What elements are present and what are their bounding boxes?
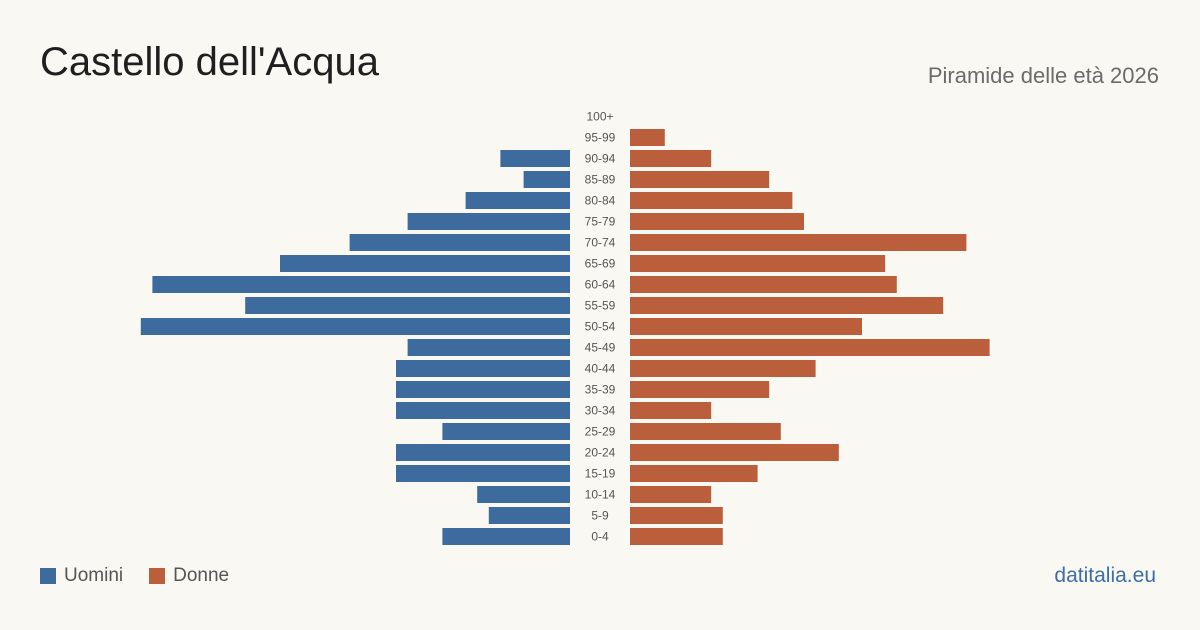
bar-men-0-4 <box>442 528 570 545</box>
bar-men-75-79 <box>407 213 570 230</box>
bar-women-55-59 <box>630 297 944 314</box>
bar-men-35-39 <box>396 381 570 398</box>
age-label-20-24: 20-24 <box>585 446 616 460</box>
bar-women-30-34 <box>630 402 712 419</box>
age-label-70-74: 70-74 <box>585 236 616 250</box>
bar-women-90-94 <box>630 150 712 167</box>
bar-women-40-44 <box>630 360 816 377</box>
bar-women-50-54 <box>630 318 862 335</box>
bar-women-95-99 <box>630 129 665 146</box>
bar-men-55-59 <box>245 297 570 314</box>
bar-men-70-74 <box>349 234 570 251</box>
bar-men-80-84 <box>465 192 570 209</box>
chart-title: Castello dell'Acqua <box>40 40 379 84</box>
bar-men-50-54 <box>140 318 571 335</box>
age-label-85-89: 85-89 <box>585 173 616 187</box>
bar-men-85-89 <box>523 171 570 188</box>
bar-men-25-29 <box>442 423 570 440</box>
legend-swatch-men <box>40 568 56 584</box>
age-label-90-94: 90-94 <box>585 152 616 166</box>
age-label-40-44: 40-44 <box>585 362 616 376</box>
age-label-35-39: 35-39 <box>585 383 616 397</box>
bar-women-45-49 <box>630 339 990 356</box>
age-label-75-79: 75-79 <box>585 215 616 229</box>
chart-subtitle: Piramide delle età 2026 <box>927 63 1159 88</box>
age-label-25-29: 25-29 <box>585 425 616 439</box>
bar-women-75-79 <box>630 213 804 230</box>
age-label-15-19: 15-19 <box>585 467 616 481</box>
age-label-0-4: 0-4 <box>591 530 609 544</box>
legend-item-women: Donne <box>149 565 229 587</box>
legend-label-men: Uomini <box>64 565 124 586</box>
legend-label-women: Donne <box>173 565 230 586</box>
source-link[interactable]: datitalia.eu <box>1054 564 1156 587</box>
legend-swatch-women <box>149 568 166 584</box>
bar-men-45-49 <box>407 339 570 356</box>
age-label-45-49: 45-49 <box>585 341 616 355</box>
legend-item-men: Uomini <box>40 565 123 587</box>
bar-women-25-29 <box>630 423 781 440</box>
bar-women-85-89 <box>630 171 770 188</box>
age-label-10-14: 10-14 <box>585 488 616 502</box>
age-label-80-84: 80-84 <box>585 194 616 208</box>
bar-women-70-74 <box>630 234 967 251</box>
bar-men-65-69 <box>280 255 570 272</box>
bar-men-5-9 <box>488 507 570 524</box>
bar-men-10-14 <box>477 486 570 503</box>
age-label-55-59: 55-59 <box>585 299 616 313</box>
age-label-60-64: 60-64 <box>585 278 616 292</box>
bar-women-80-84 <box>630 192 793 209</box>
age-label-50-54: 50-54 <box>585 320 616 334</box>
bar-women-65-69 <box>630 255 886 272</box>
bar-men-15-19 <box>396 465 570 482</box>
bar-women-5-9 <box>630 507 723 524</box>
bar-men-90-94 <box>500 150 570 167</box>
bar-men-40-44 <box>396 360 570 377</box>
age-label-30-34: 30-34 <box>585 404 616 418</box>
age-label-100+: 100+ <box>586 110 613 124</box>
bar-women-35-39 <box>630 381 770 398</box>
bar-women-20-24 <box>630 444 839 461</box>
bar-women-0-4 <box>630 528 723 545</box>
bar-men-60-64 <box>152 276 570 293</box>
age-label-65-69: 65-69 <box>585 257 616 271</box>
age-label-95-99: 95-99 <box>585 131 616 145</box>
age-label-5-9: 5-9 <box>591 509 609 523</box>
chart-legend: Uomini Donne <box>40 565 255 587</box>
bar-women-60-64 <box>630 276 897 293</box>
bar-men-20-24 <box>396 444 570 461</box>
bar-women-15-19 <box>630 465 758 482</box>
bar-women-10-14 <box>630 486 712 503</box>
bar-men-30-34 <box>396 402 570 419</box>
